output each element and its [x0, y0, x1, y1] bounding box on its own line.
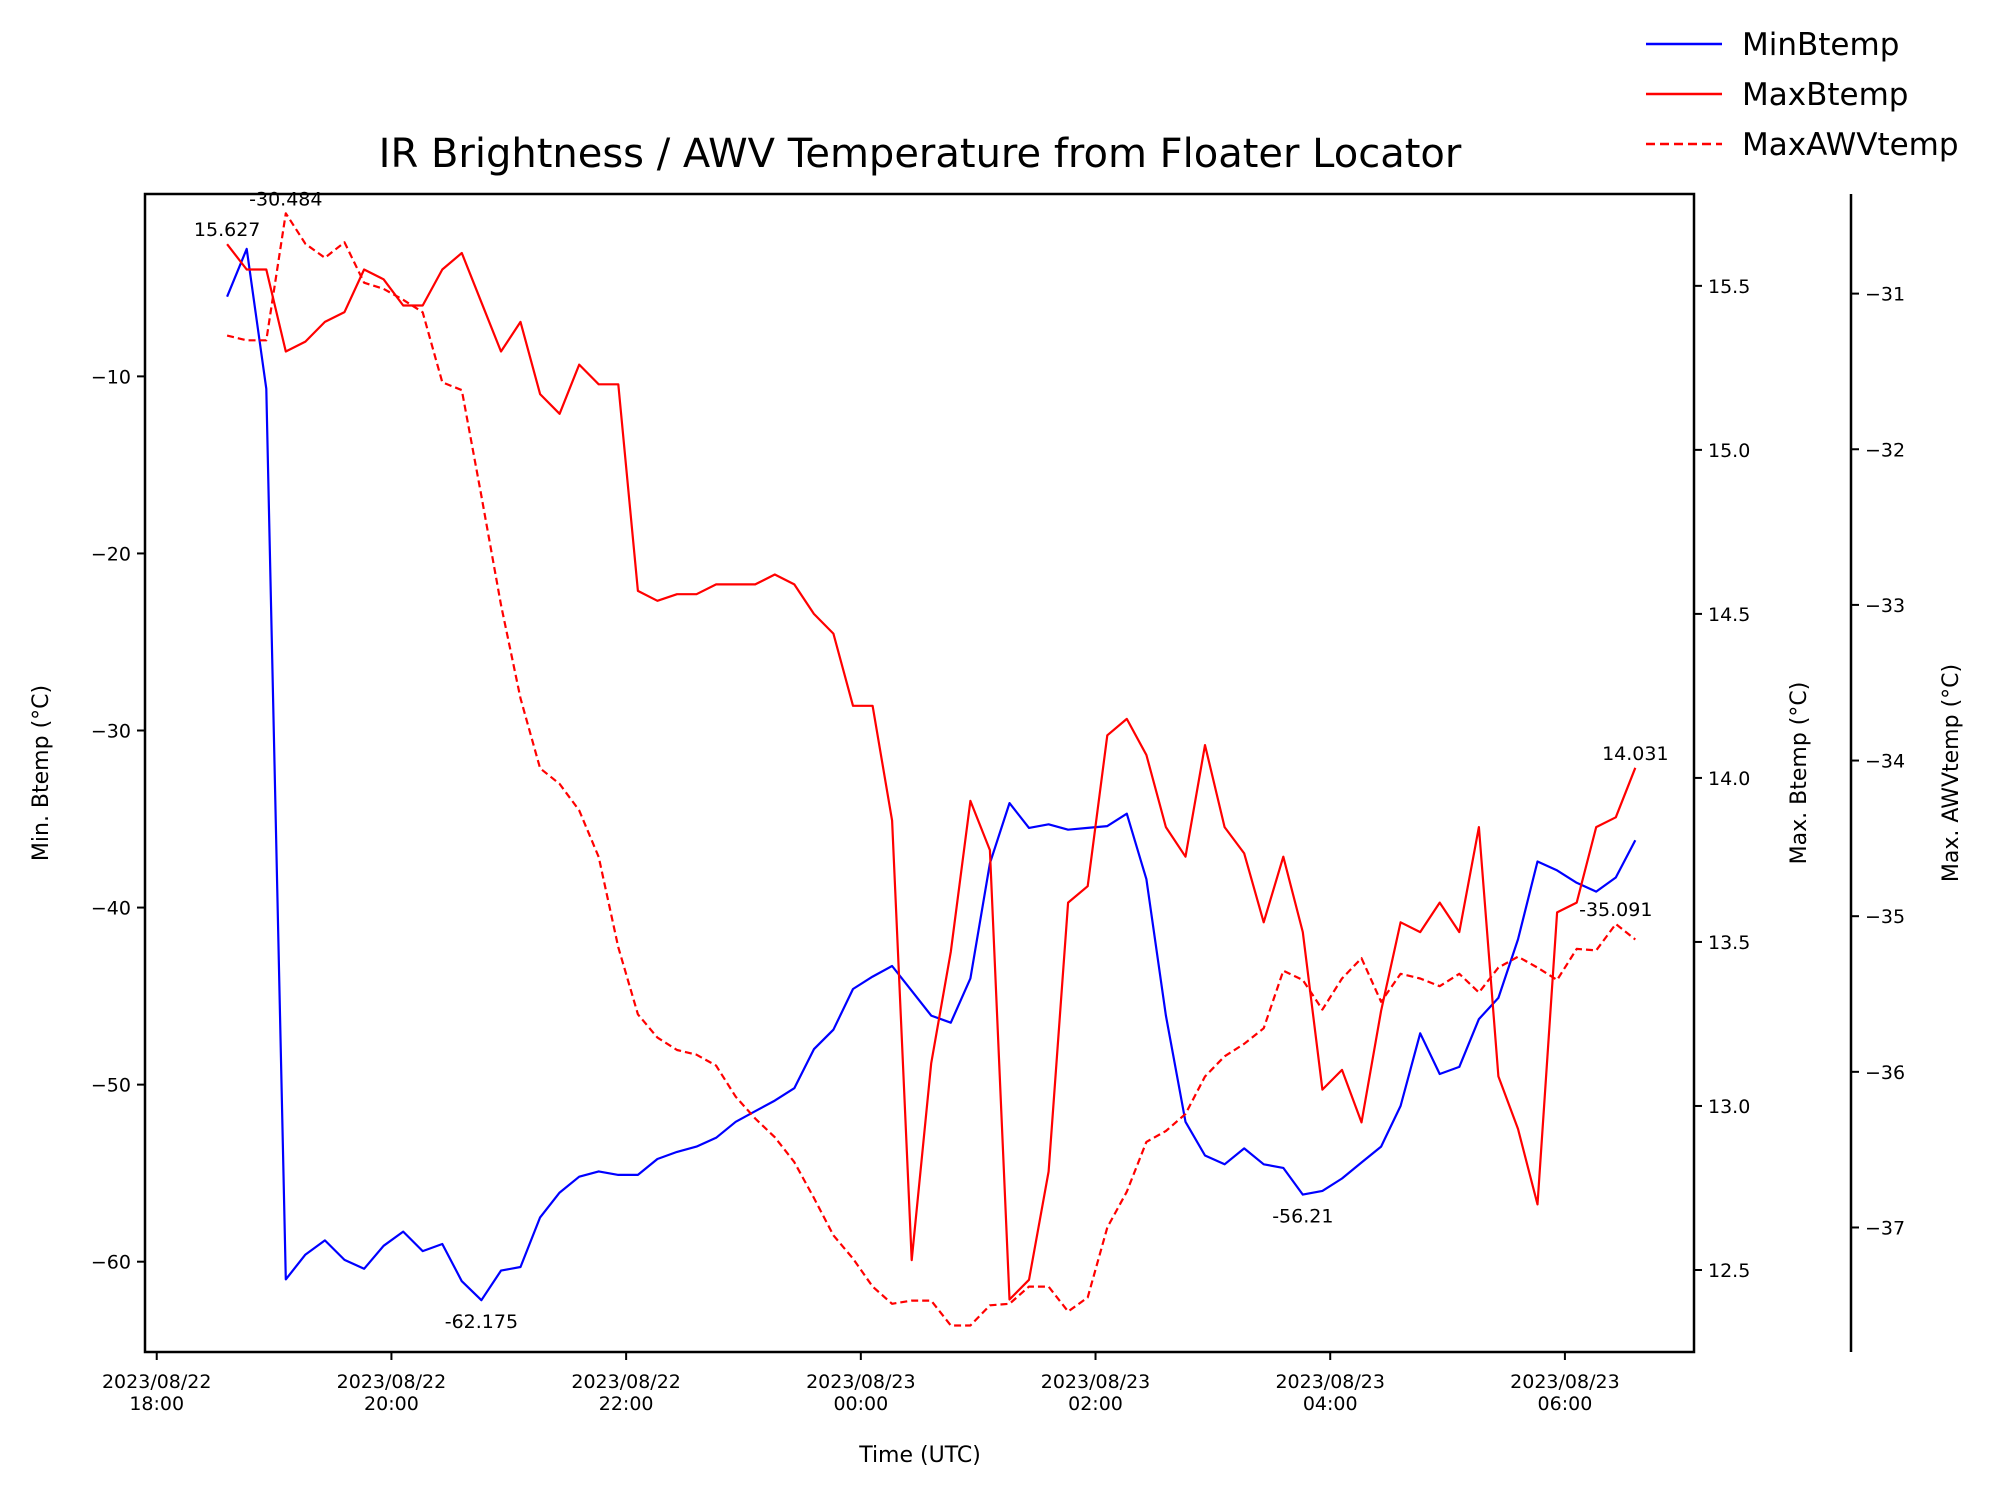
left-axis-title: Min. Btemp (°C): [29, 685, 54, 861]
left-tick-label: −30: [91, 721, 131, 743]
far-right-tick-label: −35: [1865, 906, 1905, 928]
data-annotation: -30.484: [249, 188, 322, 210]
data-annotation: -35.091: [1579, 899, 1652, 921]
x-tick-label: 04:00: [1303, 1393, 1358, 1415]
x-tick-label: 2023/08/22: [337, 1371, 447, 1393]
series-line-maxawvtemp: [226, 212, 1636, 1327]
far-right-tick-label: −31: [1865, 284, 1905, 306]
far-right-tick-label: −34: [1865, 751, 1905, 773]
series-line-maxbtemp: [226, 243, 1637, 1301]
series-line-minbtemp: [226, 247, 1637, 1302]
legend: MinBtemp MaxBtemp MaxAWVtemp: [1646, 27, 1959, 163]
legend-label-maxbtemp: MaxBtemp: [1742, 77, 1908, 113]
data-annotation: -62.175: [445, 1311, 518, 1333]
left-tick-label: −20: [91, 543, 131, 565]
x-tick-label: 06:00: [1538, 1393, 1593, 1415]
x-tick-label: 2023/08/23: [1510, 1371, 1620, 1393]
far-right-axis-title: Max. AWVtemp (°C): [1939, 664, 1964, 882]
x-tick-label: 02:00: [1068, 1393, 1123, 1415]
left-tick-label: −50: [91, 1075, 131, 1097]
data-annotation: 15.627: [194, 219, 260, 241]
x-tick-label: 2023/08/22: [571, 1371, 681, 1393]
right-tick-label: 13.5: [1708, 932, 1750, 954]
left-tick-label: −10: [91, 366, 131, 388]
legend-label-minbtemp: MinBtemp: [1742, 27, 1899, 63]
x-tick-label: 18:00: [129, 1393, 184, 1415]
right-tick-label: 14.0: [1708, 768, 1750, 790]
plot-frame: [143, 192, 1696, 1354]
plot-area: 15.627 -30.484 -62.175 -56.21 14.031 -35.091: [194, 188, 1669, 1333]
axes: 2023/08/2218:002023/08/2220:002023/08/22…: [91, 276, 1905, 1415]
x-tick-label: 2023/08/23: [1275, 1371, 1385, 1393]
x-tick-label: 2023/08/23: [1041, 1371, 1151, 1393]
right-axis-title: Max. Btemp (°C): [1787, 682, 1812, 865]
right-tick-label: 12.5: [1708, 1260, 1750, 1282]
far-right-tick-label: −32: [1865, 439, 1905, 461]
data-annotation: -56.21: [1272, 1206, 1333, 1228]
far-right-tick-label: −37: [1865, 1217, 1905, 1239]
chart-title: IR Brightness / AWV Temperature from Flo…: [379, 131, 1462, 177]
x-tick-label: 2023/08/22: [102, 1371, 212, 1393]
data-annotation: 14.031: [1602, 743, 1668, 765]
x-tick-label: 20:00: [364, 1393, 419, 1415]
x-tick-label: 2023/08/23: [806, 1371, 916, 1393]
x-tick-label: 00:00: [833, 1393, 888, 1415]
right-tick-label: 13.0: [1708, 1096, 1750, 1118]
x-axis-title: Time (UTC): [858, 1443, 981, 1468]
right-tick-label: 15.0: [1708, 440, 1750, 462]
far-right-tick-label: −36: [1865, 1062, 1905, 1084]
legend-label-maxawvtemp: MaxAWVtemp: [1742, 127, 1959, 163]
left-tick-label: −40: [91, 898, 131, 920]
far-right-tick-label: −33: [1865, 595, 1905, 617]
right-tick-label: 15.5: [1708, 276, 1750, 298]
right-tick-label: 14.5: [1708, 604, 1750, 626]
x-tick-label: 22:00: [599, 1393, 654, 1415]
left-tick-label: −60: [91, 1252, 131, 1274]
